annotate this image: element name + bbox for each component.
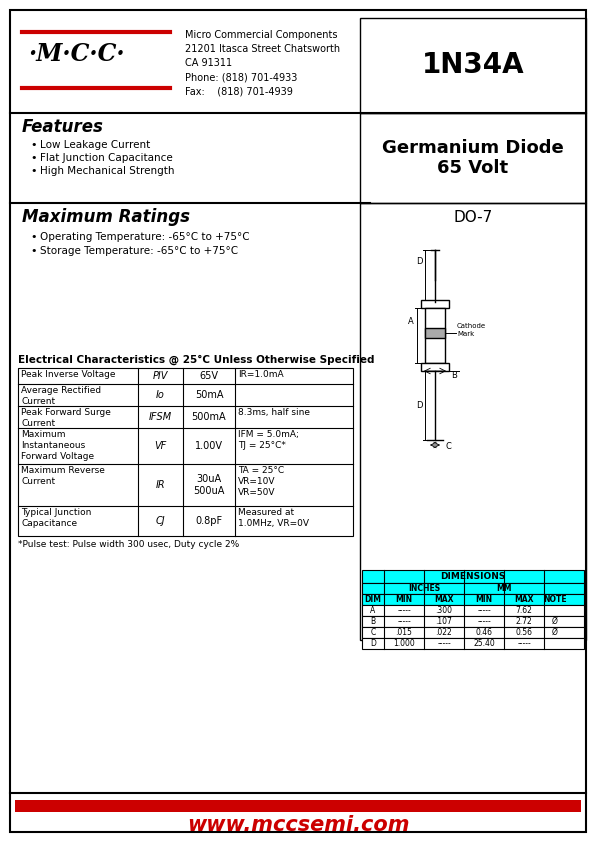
Text: ·M·C·C·: ·M·C·C·	[28, 42, 125, 66]
Text: DO-7: DO-7	[454, 210, 493, 225]
Text: VF: VF	[154, 441, 167, 451]
Text: NOTE: NOTE	[543, 595, 567, 604]
Text: DIMENSIONS: DIMENSIONS	[440, 572, 505, 581]
Text: Micro Commercial Components
21201 Itasca Street Chatsworth
CA 91311
Phone: (818): Micro Commercial Components 21201 Itasca…	[185, 30, 340, 96]
Text: •: •	[30, 140, 36, 150]
Text: D: D	[416, 258, 422, 267]
Text: 1N34A: 1N34A	[422, 51, 524, 79]
Text: 50mA: 50mA	[195, 390, 224, 400]
Text: TA = 25°C
VR=10V
VR=50V: TA = 25°C VR=10V VR=50V	[238, 466, 284, 497]
Text: www.mccsemi.com: www.mccsemi.com	[187, 815, 409, 835]
Text: D: D	[416, 401, 422, 409]
Text: 65V: 65V	[200, 371, 219, 381]
Text: 2.72: 2.72	[516, 617, 532, 626]
Text: Typical Junction
Capacitance: Typical Junction Capacitance	[21, 508, 91, 528]
Text: .015: .015	[396, 628, 412, 637]
Text: -----: -----	[477, 617, 491, 626]
Bar	[360, 203, 586, 640]
Text: IR=1.0mA: IR=1.0mA	[238, 370, 284, 379]
Text: -----: -----	[437, 639, 451, 648]
Bar	[362, 570, 584, 583]
Text: Features: Features	[22, 118, 104, 136]
Text: MAX: MAX	[514, 595, 534, 604]
Text: Storage Temperature: -65°C to +75°C: Storage Temperature: -65°C to +75°C	[40, 246, 238, 256]
Text: -----: -----	[397, 606, 411, 615]
Text: High Mechanical Strength: High Mechanical Strength	[40, 166, 175, 176]
Text: 7.62: 7.62	[516, 606, 532, 615]
Text: MIN: MIN	[476, 595, 492, 604]
Text: .107: .107	[436, 617, 452, 626]
Bar	[362, 605, 584, 616]
Bar	[362, 616, 584, 627]
Text: INCHES: INCHES	[408, 584, 440, 593]
Text: Maximum
Instantaneous
Forward Voltage: Maximum Instantaneous Forward Voltage	[21, 430, 94, 461]
Text: PIV: PIV	[153, 371, 168, 381]
Text: Low Leakage Current: Low Leakage Current	[40, 140, 150, 150]
Text: Germanium Diode
65 Volt: Germanium Diode 65 Volt	[382, 139, 564, 178]
Text: Electrical Characteristics @ 25°C Unless Otherwise Specified: Electrical Characteristics @ 25°C Unless…	[18, 355, 374, 365]
Text: IFSM: IFSM	[149, 412, 172, 422]
Bar	[362, 583, 584, 594]
Text: -----: -----	[477, 606, 491, 615]
Text: A: A	[370, 606, 375, 615]
Text: MM: MM	[496, 584, 512, 593]
Bar	[425, 308, 445, 363]
Text: DIM: DIM	[365, 595, 381, 604]
Text: A: A	[408, 317, 414, 327]
Text: •: •	[30, 153, 36, 163]
Text: 0.46: 0.46	[476, 628, 492, 637]
Text: •: •	[30, 232, 36, 242]
Text: CJ: CJ	[156, 516, 165, 526]
Text: D: D	[370, 639, 376, 648]
Text: .022: .022	[436, 628, 452, 637]
Text: MIN: MIN	[395, 595, 412, 604]
Text: 1.000: 1.000	[393, 639, 415, 648]
Bar	[360, 18, 586, 113]
Text: B: B	[371, 617, 375, 626]
Text: 0.8pF: 0.8pF	[195, 516, 222, 526]
Text: Ø: Ø	[552, 617, 558, 626]
Text: Cathode
Mark: Cathode Mark	[457, 323, 486, 337]
Text: .300: .300	[436, 606, 452, 615]
Text: 30uA
500uA: 30uA 500uA	[193, 474, 225, 496]
Text: C: C	[445, 442, 451, 451]
Text: 0.56: 0.56	[516, 628, 532, 637]
Bar	[362, 627, 584, 638]
Bar	[360, 113, 586, 203]
Text: 500mA: 500mA	[192, 412, 226, 422]
Text: Peak Inverse Voltage: Peak Inverse Voltage	[21, 370, 116, 379]
Bar	[362, 594, 584, 605]
Text: 8.3ms, half sine: 8.3ms, half sine	[238, 408, 310, 417]
Text: Io: Io	[156, 390, 165, 400]
Text: C: C	[370, 628, 375, 637]
Text: B: B	[451, 370, 457, 380]
Text: Maximum Ratings: Maximum Ratings	[22, 208, 190, 226]
Text: Peak Forward Surge
Current: Peak Forward Surge Current	[21, 408, 111, 428]
Text: IFM = 5.0mA;
TJ = 25°C*: IFM = 5.0mA; TJ = 25°C*	[238, 430, 299, 450]
Text: Operating Temperature: -65°C to +75°C: Operating Temperature: -65°C to +75°C	[40, 232, 250, 242]
Text: Flat Junction Capacitance: Flat Junction Capacitance	[40, 153, 173, 163]
Bar	[18, 368, 353, 536]
Text: •: •	[30, 166, 36, 176]
Text: Average Rectified
Current: Average Rectified Current	[21, 386, 101, 406]
Text: MAX: MAX	[434, 595, 454, 604]
Text: Maximum Reverse
Current: Maximum Reverse Current	[21, 466, 105, 486]
Text: •: •	[30, 246, 36, 256]
Text: -----: -----	[517, 639, 531, 648]
Bar	[421, 363, 449, 371]
Text: *Pulse test: Pulse width 300 usec, Duty cycle 2%: *Pulse test: Pulse width 300 usec, Duty …	[18, 540, 239, 549]
Text: 25.40: 25.40	[473, 639, 495, 648]
Text: -----: -----	[397, 617, 411, 626]
Text: Ø: Ø	[552, 628, 558, 637]
Bar	[362, 638, 584, 649]
Text: Measured at
1.0MHz, VR=0V: Measured at 1.0MHz, VR=0V	[238, 508, 309, 528]
Bar	[425, 328, 445, 338]
Text: IR: IR	[156, 480, 165, 490]
Bar	[421, 300, 449, 308]
Bar	[15, 800, 581, 812]
Text: 1.00V: 1.00V	[195, 441, 223, 451]
